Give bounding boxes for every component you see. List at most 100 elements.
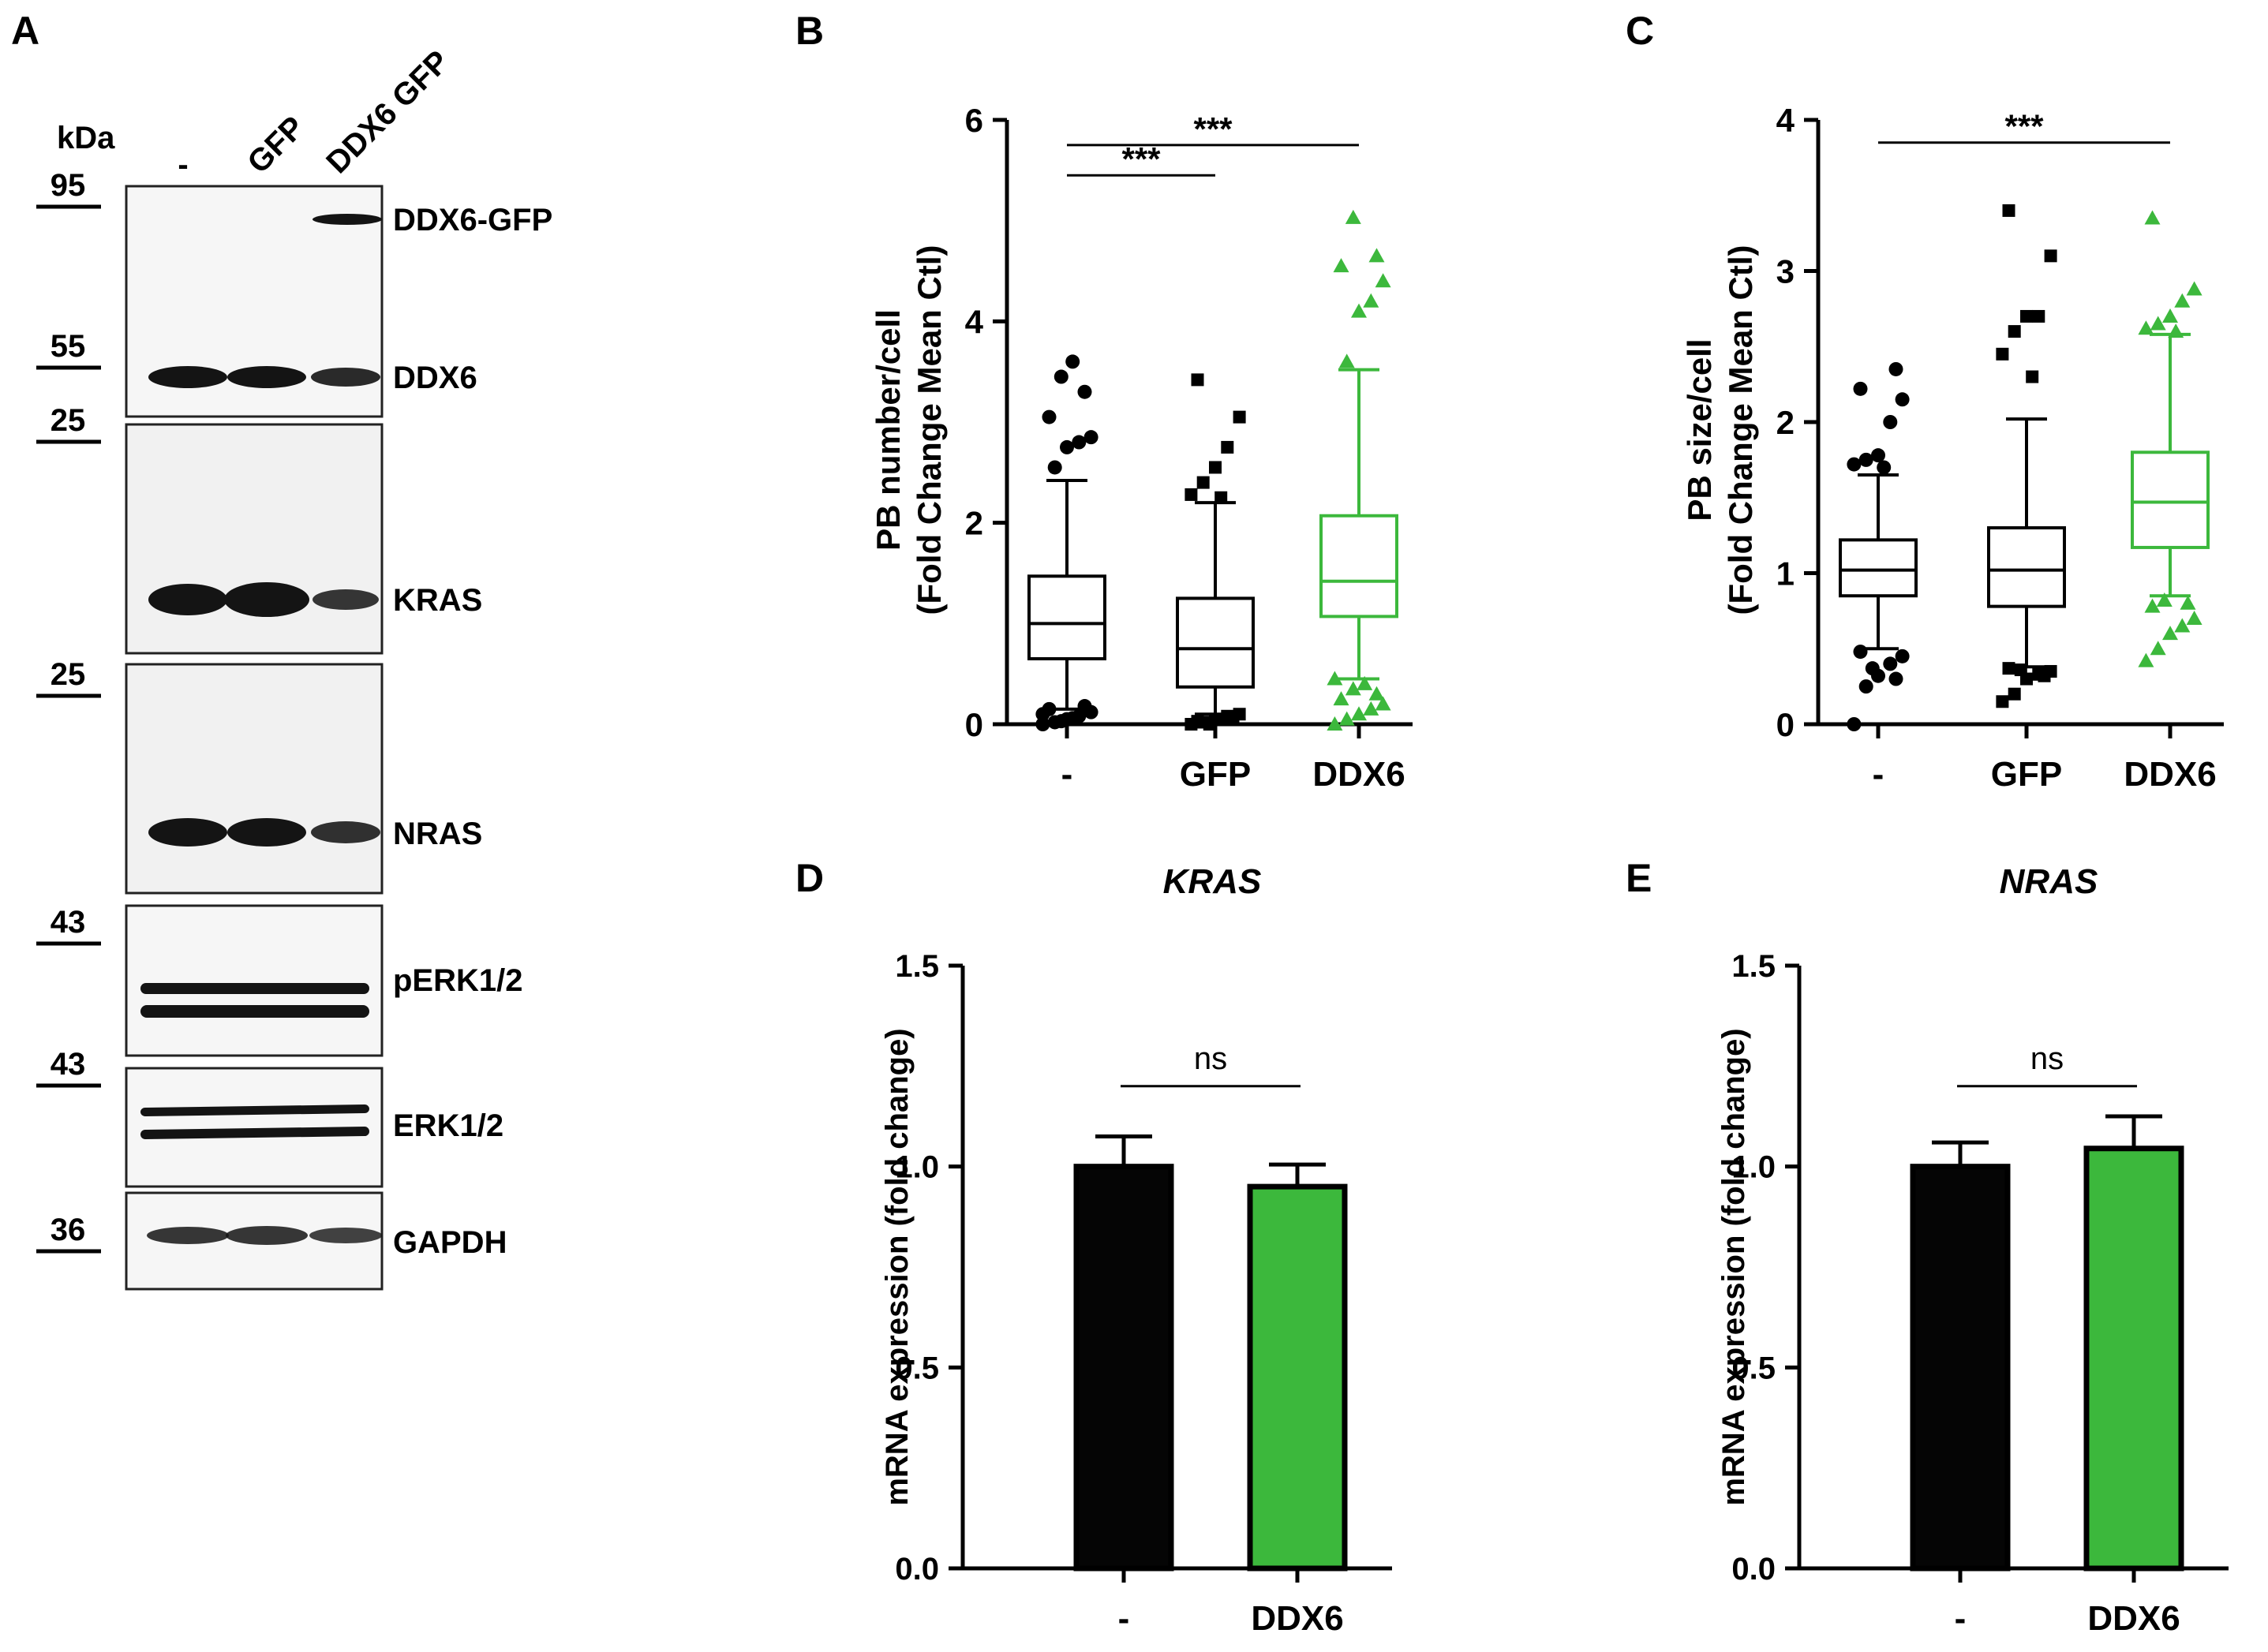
outlier-point <box>2014 663 2027 677</box>
box <box>2131 450 2210 549</box>
y-tick-label: 6 <box>965 102 983 139</box>
y-tick-label: 2 <box>965 505 983 542</box>
outlier-point <box>1221 440 1234 454</box>
outlier-point <box>1185 488 1198 501</box>
x-tick-label: GFP <box>1180 755 1251 794</box>
blot-bands <box>140 214 382 1245</box>
y-tick-label: 1.0 <box>1731 1150 1776 1185</box>
outlier-point <box>1327 671 1343 686</box>
marker-label: 43 <box>51 1047 86 1082</box>
pb-size-boxplot: 0 1 2 3 4 - GFP DDX6 PB size/cell (Fold Change Me… <box>1681 102 2224 794</box>
panel-letter-a: A <box>11 9 39 53</box>
kras-bar-chart: KRAS 0.0 0.5 1.0 1.5 mRNA expression (fold ch… <box>880 862 1392 1638</box>
panel-letter-b: B <box>795 9 824 53</box>
band-kras-lane2 <box>224 582 309 617</box>
box <box>1319 514 1398 619</box>
outlier-point <box>2168 323 2184 338</box>
band-perk-upper <box>140 983 369 994</box>
band-kras-lane3 <box>313 589 379 610</box>
y-tick-label: 1.5 <box>1731 949 1776 984</box>
outlier-point <box>1847 717 1862 731</box>
outlier-point <box>1226 712 1240 725</box>
outlier-point <box>1338 711 1355 726</box>
outlier-point <box>1233 410 1246 424</box>
y-tick-label: 0.5 <box>895 1351 939 1385</box>
outlier-point <box>1877 460 1892 475</box>
outlier-point <box>2138 652 2154 667</box>
outlier-point <box>1895 392 1910 407</box>
outlier-point <box>2144 210 2161 225</box>
lane-label-1: - <box>178 148 188 182</box>
outlier-point <box>1883 415 1898 429</box>
y-tick-label: 4 <box>965 303 984 340</box>
band-label: GAPDH <box>393 1225 507 1260</box>
outlier-point <box>2002 204 2015 217</box>
outlier-point <box>2002 662 2015 675</box>
outlier-point <box>2150 316 2166 331</box>
box <box>1176 596 1255 689</box>
bar <box>1247 1183 1348 1572</box>
band-nras-lane2 <box>227 818 306 847</box>
box <box>1027 574 1106 661</box>
outlier-point <box>2150 641 2166 656</box>
y-tick-label: 0.5 <box>1731 1351 1776 1385</box>
x-tick-label: GFP <box>1991 755 2062 794</box>
outlier-point <box>1858 679 1873 694</box>
outlier-point <box>1375 273 1391 288</box>
marker-label: 25 <box>51 403 86 438</box>
band-gapdh-lane2 <box>226 1226 308 1245</box>
band-ddx6-lane2 <box>227 366 306 388</box>
y-axis-label: PB number/cell <box>870 309 907 551</box>
significance-label: ns <box>1194 1041 1227 1076</box>
outlier-point <box>1847 457 1862 472</box>
kda-label: kDa <box>57 121 115 155</box>
y-axis-label: mRNA expression (fold change) <box>880 1028 915 1505</box>
y-tick-label: 1.5 <box>895 949 939 984</box>
outlier-point <box>1077 699 1092 714</box>
x-tick-label: - <box>1118 1599 1130 1638</box>
outlier-point <box>2138 320 2154 335</box>
y-tick-label: 0 <box>965 706 983 743</box>
outlier-point <box>1191 373 1204 387</box>
outlier-point <box>1196 476 1210 489</box>
y-tick-label: 2 <box>1776 404 1795 441</box>
outlier-point <box>2162 308 2178 323</box>
outlier-point <box>1333 691 1349 706</box>
y-axis-label: PB size/cell <box>1681 338 1718 521</box>
bar <box>1910 1164 2011 1572</box>
significance-label: *** <box>2004 108 2044 145</box>
outlier-point <box>2174 293 2191 308</box>
band-label: ERK1/2 <box>393 1108 503 1143</box>
outlier-point <box>1895 648 1910 663</box>
marker-label: 95 <box>51 168 86 203</box>
box <box>1987 526 2066 608</box>
marker-label: 43 <box>51 905 86 940</box>
blot-frame-nras <box>125 663 384 895</box>
outlier-point <box>1368 686 1385 701</box>
band-ddx6-lane1 <box>148 366 227 388</box>
y-tick-label: 4 <box>1776 102 1795 139</box>
y-tick-label: 3 <box>1776 253 1795 290</box>
outlier-point <box>1060 439 1074 454</box>
outlier-point <box>1363 701 1379 716</box>
outlier-point <box>2174 618 2191 633</box>
band-label: DDX6 <box>393 361 477 395</box>
outlier-point <box>1054 714 1069 729</box>
nras-bar-chart: NRAS 0.0 0.5 1.0 1.5 mRNA expression (fold ch… <box>1716 862 2229 1638</box>
outlier-point <box>2044 249 2057 263</box>
outlier-point <box>1203 718 1216 731</box>
y-axis-label: (Fold Change Mean Ctl) <box>911 245 948 615</box>
band-gapdh-lane3 <box>309 1228 382 1243</box>
outlier-point <box>1077 384 1092 399</box>
outlier-point <box>1871 448 1885 463</box>
outlier-point <box>2032 309 2045 323</box>
band-kras-lane1 <box>148 584 227 615</box>
outlier-point <box>1065 354 1080 369</box>
band-ddx6gfp-lane3 <box>313 214 382 225</box>
band-ddx6-lane3 <box>311 368 380 387</box>
x-tick-label: DDX6 <box>2087 1599 2180 1638</box>
chart-title: KRAS <box>1163 862 1262 901</box>
y-tick-label: 0.0 <box>1731 1552 1776 1587</box>
blot-frame-perk <box>125 904 384 1057</box>
